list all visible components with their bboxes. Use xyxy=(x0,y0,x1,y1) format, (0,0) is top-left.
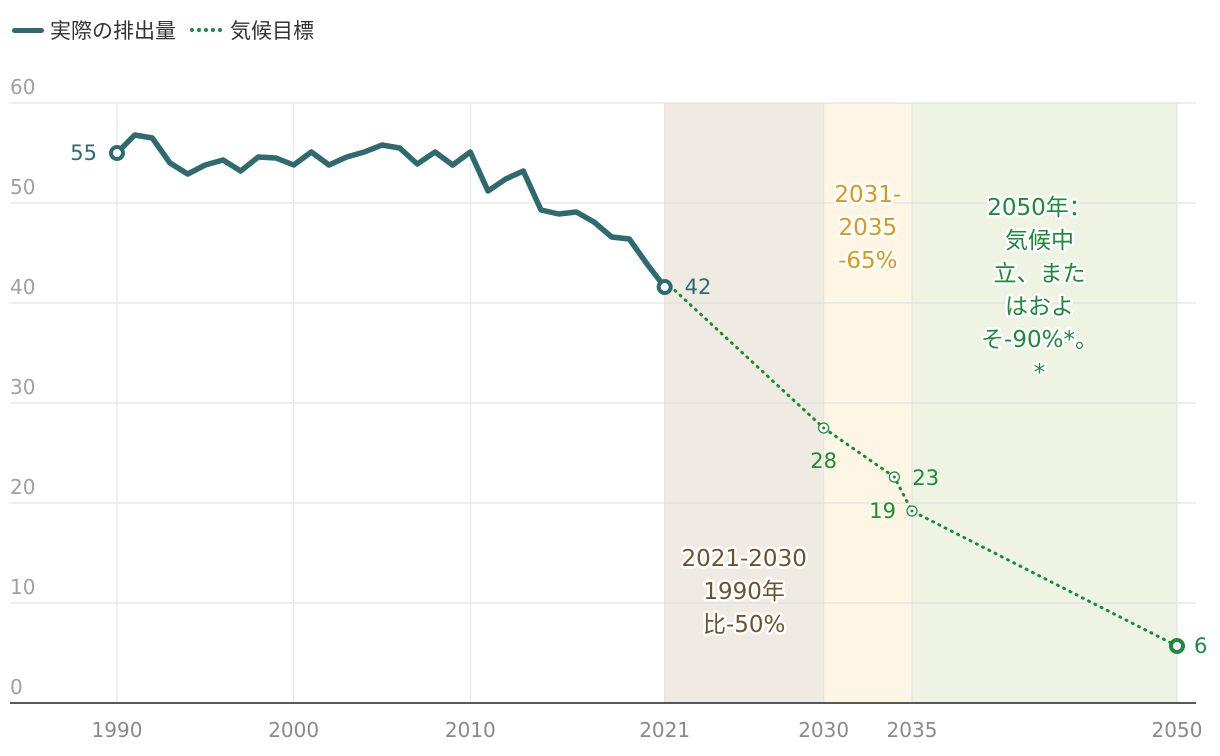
band-label-line: 2050年： xyxy=(987,195,1092,221)
band-label-line: 気候中 xyxy=(1005,228,1074,254)
legend-swatch-target xyxy=(190,28,222,32)
band-label-line: 立、また xyxy=(994,261,1086,287)
band-label-line: 2021-2030 xyxy=(681,546,806,572)
band-label-line: 2031- xyxy=(834,182,901,208)
band-label-line: はおよ xyxy=(1005,294,1074,320)
band-label-line: そ-90%*。 xyxy=(981,327,1098,353)
band-label-line: -65% xyxy=(838,248,897,274)
x-tick-label: 2000 xyxy=(268,718,319,742)
point-label: 19 xyxy=(869,499,896,523)
point-label: 55 xyxy=(70,141,97,165)
marker-target-2035-dot xyxy=(910,509,914,513)
x-tick-label: 2035 xyxy=(887,718,938,742)
marker-2050 xyxy=(1169,638,1185,654)
legend-label-actual: 実際の排出量 xyxy=(50,19,176,43)
legend-item-target: 気候目標 xyxy=(190,15,314,45)
y-tick-label: 20 xyxy=(10,475,35,499)
legend-swatch-actual xyxy=(12,27,44,33)
marker-target-2030-dot xyxy=(822,426,826,430)
band-label-line: 1990年 xyxy=(703,579,785,605)
band-label-line: * xyxy=(1034,360,1046,386)
legend-label-target: 気候目標 xyxy=(230,19,314,43)
y-tick-label: 10 xyxy=(10,575,35,599)
marker-2021 xyxy=(656,279,673,295)
legend-item-actual: 実際の排出量 xyxy=(12,15,176,45)
marker-target-2034-dot xyxy=(892,475,896,479)
chart-legend: 実際の排出量 気候目標 xyxy=(12,14,328,46)
y-tick-label: 30 xyxy=(10,375,35,399)
y-tick-label: 50 xyxy=(10,175,35,199)
point-label: 23 xyxy=(912,466,939,490)
marker-layer xyxy=(109,145,1185,654)
y-tick-label: 60 xyxy=(10,75,35,99)
point-label: 28 xyxy=(810,449,837,473)
marker-1990 xyxy=(109,145,125,161)
y-tick-label: 40 xyxy=(10,275,35,299)
series-line-actual xyxy=(114,132,668,290)
band-label-line: 比-50% xyxy=(703,612,785,638)
x-tick-label: 1990 xyxy=(92,718,143,742)
band-label-line: 2035 xyxy=(839,215,898,241)
point-label: 42 xyxy=(685,275,712,299)
x-tick-label: 2050 xyxy=(1152,718,1203,742)
point-label: 6 xyxy=(1194,634,1207,658)
y-tick-label: 0 xyxy=(10,675,23,699)
x-tick-label: 2030 xyxy=(798,718,849,742)
x-tick-label: 2010 xyxy=(445,718,496,742)
x-tick-label: 2021 xyxy=(639,718,690,742)
